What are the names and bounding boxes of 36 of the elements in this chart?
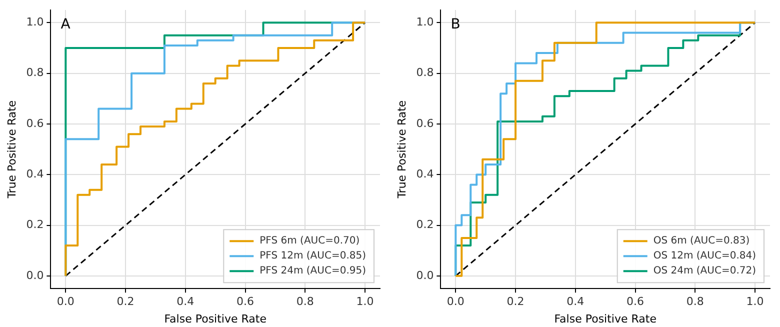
y-tick-label: 0.0 xyxy=(416,268,434,282)
x-tick-label: 0.0 xyxy=(56,295,74,308)
y-axis-title: True Positive Rate xyxy=(5,100,18,200)
y-tick-label: 0.6 xyxy=(416,116,434,130)
legend-label: OS 6m (AUC=0.83) xyxy=(653,236,750,247)
x-tick-label: 0.8 xyxy=(296,295,314,308)
x-tick-label: 0.4 xyxy=(566,295,584,308)
y-tick-label: 0.2 xyxy=(416,218,434,232)
legend-label: OS 12m (AUC=0.84) xyxy=(653,250,756,262)
annotation: A xyxy=(60,16,71,33)
y-tick-label: 0.4 xyxy=(26,167,44,180)
x-tick-label: 1.0 xyxy=(356,295,374,308)
x-tick-label: 0.6 xyxy=(236,295,254,308)
annotation: B xyxy=(450,16,460,33)
legend-label: PFS 12m (AUC=0.85) xyxy=(260,250,366,262)
y-tick-label: 0.2 xyxy=(26,218,44,232)
y-tick-label: 0.8 xyxy=(416,66,434,80)
x-axis-title: False Positive Rate xyxy=(554,312,657,326)
x-tick-label: 0.4 xyxy=(176,295,194,308)
x-tick-label: 0.6 xyxy=(626,295,644,308)
y-tick-label: 0.6 xyxy=(26,116,44,130)
legend-label: OS 24m (AUC=0.72) xyxy=(653,266,756,277)
x-tick-label: 0.0 xyxy=(446,295,464,308)
legend-label: PFS 6m (AUC=0.70) xyxy=(260,236,360,247)
x-axis-title: False Positive Rate xyxy=(164,312,267,326)
y-tick-label: 1.0 xyxy=(416,16,434,29)
x-tick-label: 1.0 xyxy=(746,295,764,308)
y-tick-label: 1.0 xyxy=(26,16,44,29)
y-axis-title: True Positive Rate xyxy=(395,100,408,200)
legend-label: PFS 24m (AUC=0.95) xyxy=(260,266,366,277)
x-tick-label: 0.8 xyxy=(686,295,704,308)
y-tick-label: 0.0 xyxy=(26,268,44,282)
x-tick-label: 0.2 xyxy=(116,295,134,308)
x-tick-label: 0.2 xyxy=(506,295,524,308)
y-tick-label: 0.8 xyxy=(26,66,44,80)
y-tick-label: 0.4 xyxy=(416,167,434,180)
